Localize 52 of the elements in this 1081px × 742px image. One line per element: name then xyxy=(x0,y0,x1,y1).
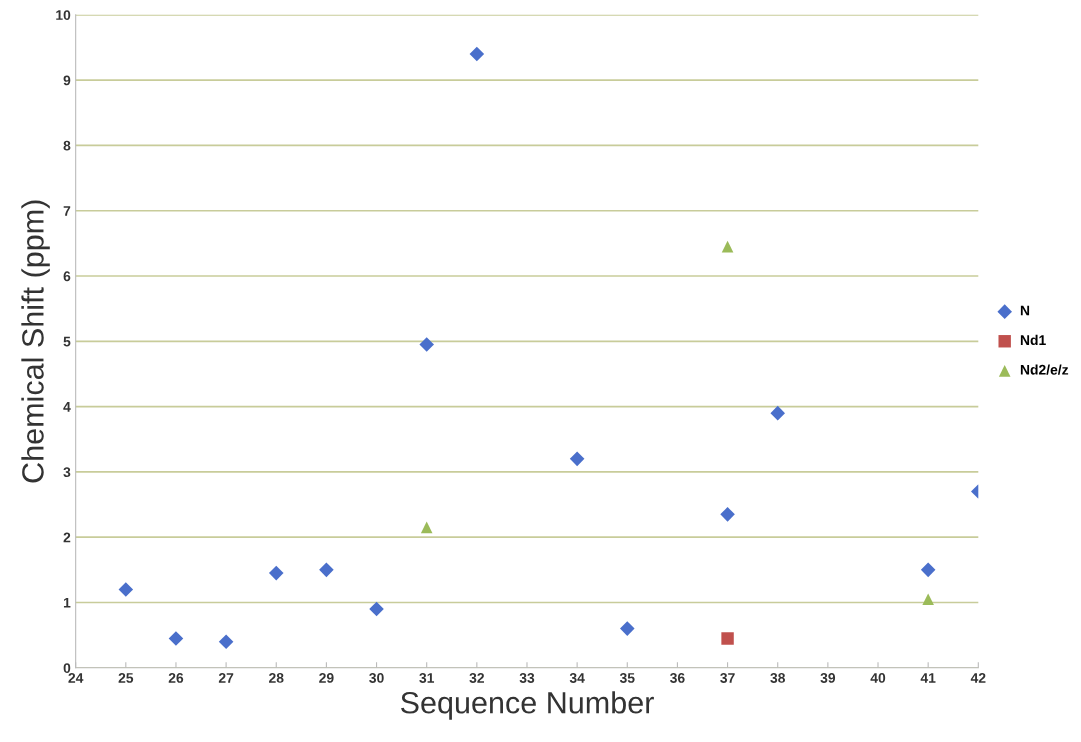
x-tick-label: 40 xyxy=(870,673,886,683)
y-tick-label: 6 xyxy=(63,271,71,282)
x-tick-label: 36 xyxy=(670,673,685,683)
y-tick-label: 3 xyxy=(63,467,71,478)
y-tick-label: 8 xyxy=(63,140,71,151)
point xyxy=(118,582,134,597)
y-tick-label: 2 xyxy=(63,532,71,543)
point xyxy=(721,240,734,253)
point xyxy=(319,562,334,578)
point xyxy=(770,405,785,421)
legend-label: Nd1 xyxy=(1020,334,1046,346)
y-tick-label: 5 xyxy=(63,336,71,347)
point xyxy=(922,593,934,606)
point xyxy=(419,337,434,352)
point xyxy=(721,632,734,645)
x-tick-label: 29 xyxy=(319,673,334,683)
y-tick-label: 0 xyxy=(63,663,71,673)
y-axis-title: Chemical Shift (ppm) xyxy=(21,200,50,483)
x-tick-label: 30 xyxy=(369,673,384,683)
y-tick-label: 1 xyxy=(63,597,71,608)
legend-label: N xyxy=(1020,305,1030,316)
x-tick-label: 31 xyxy=(419,673,435,683)
point xyxy=(420,521,433,534)
x-tick-label: 35 xyxy=(619,673,635,683)
x-tick-label: 33 xyxy=(519,673,535,683)
point xyxy=(920,562,936,578)
point xyxy=(720,507,735,522)
y-tick-label: 10 xyxy=(56,10,71,21)
point xyxy=(369,601,384,617)
point xyxy=(469,46,485,62)
x-axis-title: Sequence Number xyxy=(400,691,654,720)
point xyxy=(620,621,635,636)
point xyxy=(569,451,585,467)
x-tick-label: 39 xyxy=(820,673,836,683)
point xyxy=(168,631,184,646)
x-tick-label: 42 xyxy=(970,673,986,683)
point xyxy=(268,565,284,581)
x-tick-label: 37 xyxy=(720,673,735,683)
legend-label: Nd2/e/z xyxy=(1020,364,1069,375)
x-tick-label: 26 xyxy=(168,673,184,683)
x-tick-label: 34 xyxy=(569,673,585,683)
point xyxy=(218,634,234,649)
y-tick-label: 7 xyxy=(63,206,71,216)
y-tick-label: 9 xyxy=(63,75,71,86)
x-tick-label: 24 xyxy=(68,673,84,683)
y-tick-label: 4 xyxy=(63,402,71,412)
x-tick-label: 38 xyxy=(770,673,786,683)
x-tick-label: 32 xyxy=(469,673,485,683)
x-tick-label: 25 xyxy=(118,673,134,683)
x-tick-label: 41 xyxy=(920,673,936,683)
x-tick-label: 27 xyxy=(218,673,234,683)
x-tick-label: 28 xyxy=(269,673,284,683)
